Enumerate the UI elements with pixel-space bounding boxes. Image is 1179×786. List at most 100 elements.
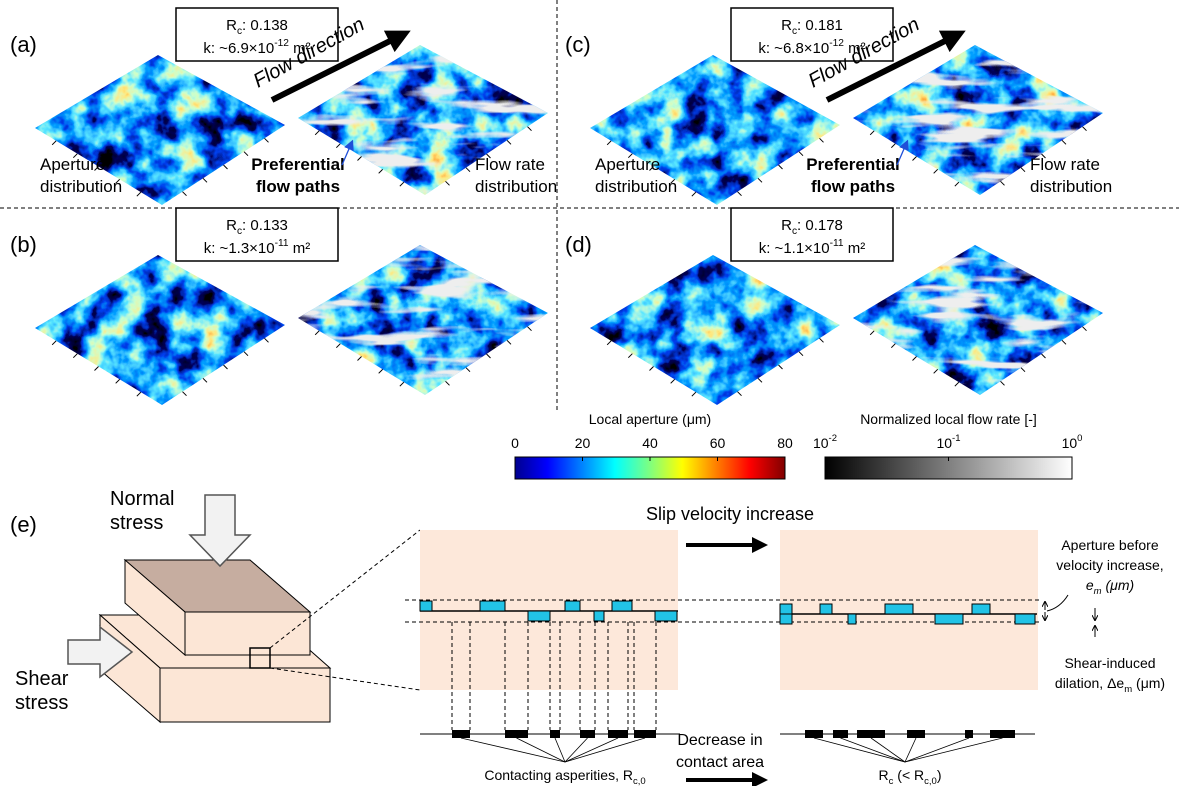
aperture-gap	[420, 601, 432, 611]
colorbar-tick-label: 0	[511, 435, 519, 451]
rc-label-part: )	[937, 767, 942, 783]
dilation-label: Shear-induced	[1064, 655, 1155, 671]
axis-tick	[446, 381, 450, 385]
contact-pointer	[871, 738, 905, 762]
colorbar-tick-label-part: -1	[952, 433, 960, 444]
axis-tick	[738, 192, 742, 196]
aperture-gap	[528, 611, 550, 621]
rc-label-part: (< R	[893, 767, 924, 783]
axis-tick	[820, 338, 824, 342]
aperture-gap	[1015, 614, 1035, 624]
axis-tick	[891, 144, 895, 148]
slip-label-part: Slip velocity increase	[646, 504, 814, 524]
contact-bar	[965, 730, 973, 738]
contact-bar	[907, 730, 925, 738]
em-label-part: m	[1094, 586, 1102, 597]
block-face	[160, 668, 330, 722]
axis-tick	[528, 327, 532, 331]
axis-tick	[692, 192, 696, 196]
slip-label: Slip velocity increase	[646, 504, 814, 524]
flow-rate-label-part: Flow rate	[475, 155, 545, 174]
permeability-part: k: ~1.1×10	[759, 240, 830, 257]
dilation-label-part: dilation,	[1055, 675, 1107, 691]
preferential-label: Preferential	[251, 155, 345, 174]
rc-value-part: R	[226, 17, 237, 34]
axis-tick	[203, 178, 207, 182]
axis-tick	[507, 340, 511, 344]
colorbar-tick-label: 10-1	[936, 433, 960, 451]
colorbar-title-part: Normalized local flow rate [-]	[860, 411, 1037, 427]
axis-tick	[607, 341, 611, 345]
colorbar-tick-label-part: 10	[936, 435, 952, 451]
aperture-gap	[480, 601, 505, 611]
normal-stress-label-part: stress	[110, 512, 163, 534]
normal-stress-label-part: Normal	[110, 488, 174, 510]
preferential-label-part: Preferential	[251, 155, 345, 174]
aperture-gap	[820, 604, 832, 614]
colorbar-tick-label-part: 40	[642, 435, 658, 451]
contact-bar	[505, 730, 528, 738]
preferential-label-part: Preferential	[806, 155, 900, 174]
axis-tick	[799, 152, 803, 156]
aperture-gap	[780, 604, 792, 614]
colorbar-tick-label-part: -2	[829, 433, 837, 444]
rc-value-part: R	[226, 217, 237, 234]
rc-value-part: R	[781, 217, 792, 234]
axis-tick	[758, 178, 762, 182]
flow-rate-label: Flow rate	[1030, 155, 1100, 174]
axis-tick	[528, 127, 532, 131]
axis-tick	[1021, 368, 1025, 372]
contact-bar	[833, 730, 848, 738]
axis-tick	[738, 392, 742, 396]
decrease-label: contact area	[676, 754, 764, 771]
axis-tick	[628, 354, 632, 358]
colorbar-tick-label-part: 10	[1062, 435, 1078, 451]
axis-tick	[265, 338, 269, 342]
panel-label-part: (d)	[565, 232, 592, 257]
axis-tick	[400, 382, 404, 386]
shear-stress-label: stress	[15, 692, 68, 714]
axis-tick	[265, 138, 269, 142]
rc-value-part: R	[781, 17, 792, 34]
axis-tick	[315, 131, 319, 135]
axis-tick	[820, 138, 824, 142]
em-label-part: e	[1086, 577, 1094, 593]
axis-tick	[95, 367, 99, 371]
axis-tick	[913, 157, 917, 161]
normal-stress-label: Normal	[110, 488, 174, 510]
permeability-part: m²	[844, 240, 866, 257]
axis-tick	[671, 379, 675, 383]
panel-label: (c)	[565, 32, 591, 57]
aperture-label: Aperture	[40, 155, 105, 174]
aperture-before-label-part: velocity increase,	[1056, 557, 1163, 573]
preferential-label: flow paths	[256, 177, 340, 196]
axis-tick	[507, 140, 511, 144]
contact-bar	[580, 730, 595, 738]
colorbar-tick-label: 80	[777, 435, 793, 451]
axis-tick	[358, 357, 362, 361]
contact-pointer	[841, 738, 906, 762]
contact-pointer	[517, 738, 566, 762]
axis-tick	[1021, 168, 1025, 172]
axis-tick	[183, 392, 187, 396]
contact-bar	[550, 730, 560, 738]
aperture-before-label: Aperture before	[1061, 537, 1158, 553]
colorbar-tick-label-part: 80	[777, 435, 793, 451]
axis-tick	[52, 341, 56, 345]
aperture-label: Aperture	[595, 155, 660, 174]
aperture-gap	[780, 614, 792, 624]
axis-tick	[692, 392, 696, 396]
dilation-label-part: Δe	[1107, 675, 1124, 691]
panel-label: (a)	[10, 32, 37, 57]
contact-pointer	[565, 738, 618, 762]
decrease-label-part: contact area	[676, 754, 764, 771]
axis-tick	[446, 181, 450, 185]
axis-tick	[934, 369, 938, 373]
leader-line	[1047, 595, 1068, 611]
contact-bar	[608, 730, 628, 738]
panel-label: (b)	[10, 232, 37, 257]
contact-pointer	[555, 738, 565, 762]
shear-stress-label-part: stress	[15, 692, 68, 714]
contacting-label-part: Contacting asperities, R	[484, 767, 633, 783]
colorbar-tick-label-part: 0	[511, 435, 519, 451]
